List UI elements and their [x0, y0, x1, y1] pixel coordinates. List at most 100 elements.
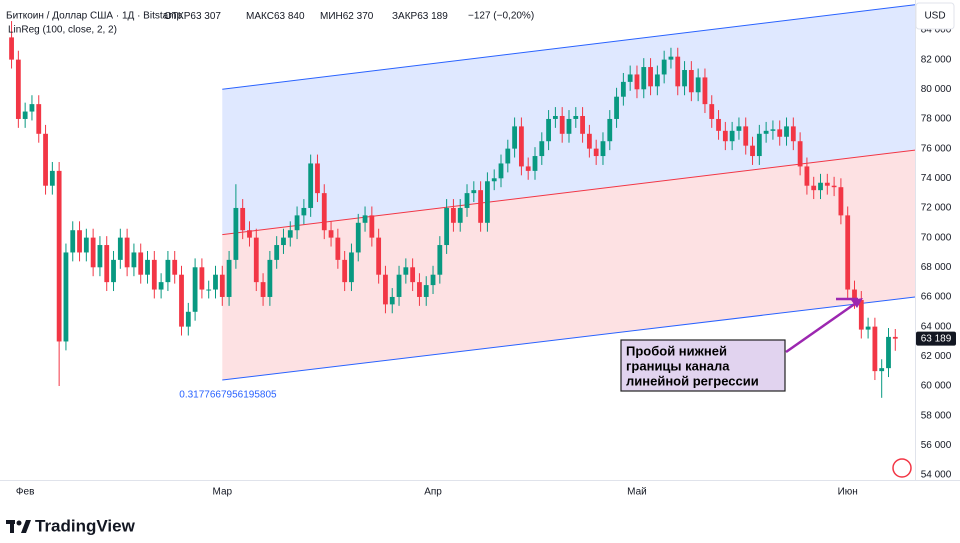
candle-body [437, 245, 443, 275]
arrow-head [851, 298, 863, 308]
candle-body [716, 118, 721, 131]
candle-body [892, 336, 898, 339]
x-tick-label: Июн [838, 487, 858, 498]
candle-body [185, 311, 191, 327]
candle-body [668, 56, 674, 60]
y-tick-label: 74 000 [921, 173, 952, 184]
ohlc-value: 62 370 [343, 11, 374, 22]
candle-body [219, 274, 225, 297]
ohlc-legend: ОТКР63 307 МАКС63 840 МИН62 370 ЗАКР63 189 [164, 11, 448, 22]
logo-part [10, 520, 14, 533]
ohlc-value: 63 189 [417, 11, 448, 22]
candle-body [532, 156, 538, 171]
logo-part [21, 520, 31, 533]
last-price-tag [916, 331, 956, 346]
x-tick-label: Апр [424, 487, 442, 498]
candle-body [607, 118, 613, 142]
candle-body [695, 77, 701, 93]
candle-body [763, 130, 769, 134]
y-tick-label: 60 000 [921, 381, 952, 392]
candle-body [383, 274, 388, 305]
candle-body [852, 289, 857, 300]
y-tick-label: 76 000 [921, 143, 952, 154]
candle-body [451, 207, 456, 223]
candle-body [328, 230, 334, 238]
y-tick-label: 84 000 [921, 25, 952, 36]
candle-body [15, 59, 21, 119]
candle-body [396, 274, 402, 297]
y-tick-label: 64 000 [921, 321, 952, 332]
candle-body [485, 181, 490, 223]
candle-body [247, 230, 252, 238]
y-tick-label: 68 000 [921, 262, 952, 273]
ohlc-field: ОТКР63 307 [164, 11, 221, 22]
candle-body [179, 274, 184, 327]
candle-body [376, 237, 382, 275]
candle-body [722, 130, 728, 142]
candle-body [552, 115, 558, 119]
candle-body [233, 207, 239, 260]
channel-label: 0.3177667956195805 [179, 390, 277, 401]
ohlc-label: МИН [320, 11, 343, 22]
candle-body [838, 187, 844, 216]
candle-body [321, 193, 327, 231]
annotation-box [620, 339, 786, 392]
annotation-line: линейной регрессии [626, 373, 759, 388]
candle-body [9, 37, 14, 60]
candle-body [539, 141, 545, 157]
candle-body [886, 336, 891, 369]
candle-body [498, 163, 504, 179]
candle-body [111, 259, 116, 283]
candle-body [260, 282, 266, 297]
candle-body [682, 70, 687, 87]
candle-body [525, 166, 531, 171]
candle-body [675, 56, 681, 87]
candle-body [824, 182, 830, 186]
candle-body [566, 118, 572, 134]
candle-body [831, 185, 837, 188]
candle-body [770, 129, 776, 131]
ohlc-field: ЗАКР63 189 [392, 11, 448, 22]
candle-body [600, 141, 606, 157]
y-tick-label: 54 000 [921, 470, 952, 481]
candle-body [281, 237, 286, 246]
candle-body [512, 126, 518, 149]
candle-body [410, 267, 416, 283]
candle-body [369, 215, 375, 238]
candle-body [226, 259, 232, 297]
candle-body [736, 126, 742, 131]
flag-icon[interactable] [892, 458, 912, 478]
channel-lower-line [222, 296, 916, 381]
candle-body [267, 259, 273, 297]
candle-body [471, 190, 477, 194]
candle-body [709, 104, 715, 119]
candle-body [491, 178, 497, 182]
candle-body [104, 245, 110, 283]
logo[interactable]: TradingView [6, 516, 136, 535]
currency[interactable]: USD [924, 11, 945, 22]
candle-body [43, 133, 48, 186]
candle-body [797, 141, 803, 167]
candle-body [750, 145, 755, 157]
candle-body [165, 259, 171, 283]
candle-body [36, 104, 42, 134]
candle-body [97, 245, 103, 268]
y-tick-label: 62 000 [921, 351, 952, 362]
candle-body [811, 185, 817, 191]
candle-body [362, 215, 368, 223]
x-tick-label: Май [627, 487, 647, 498]
y-tick-label: 72 000 [921, 203, 952, 214]
ohlc-label: ОТКР [164, 11, 191, 22]
candle-body [22, 111, 28, 119]
candle-body [145, 259, 150, 275]
candle-body [573, 115, 579, 119]
candle-body [580, 115, 585, 134]
currency-box[interactable] [915, 2, 955, 30]
candle-body [641, 67, 647, 90]
candle-body [756, 133, 762, 157]
last-price-label: 63 189 [921, 333, 952, 344]
candle-body [124, 237, 130, 268]
plot-area: 0.3177667956195805 [9, 4, 916, 401]
